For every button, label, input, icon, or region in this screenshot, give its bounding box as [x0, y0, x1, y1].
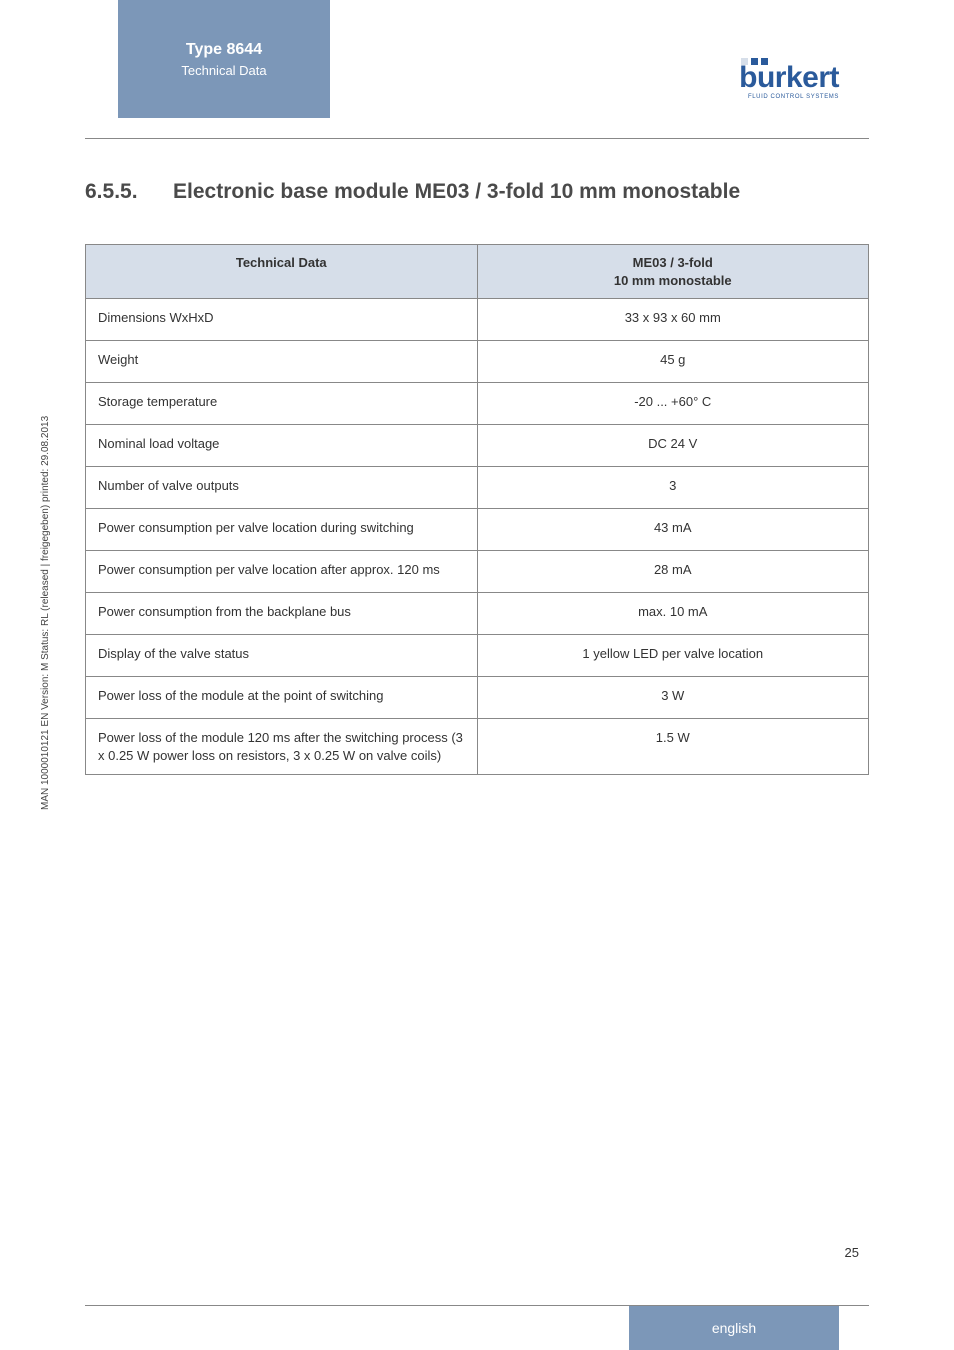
table-header-right-line2: 10 mm monostable [614, 273, 732, 288]
table-cell-label: Power loss of the module at the point of… [86, 677, 478, 719]
table-header-right-line1: ME03 / 3-fold [633, 255, 713, 270]
table-cell-label: Display of the valve status [86, 635, 478, 677]
table-row: Number of valve outputs3 [86, 467, 869, 509]
table-cell-label: Power loss of the module 120 ms after th… [86, 719, 478, 775]
sub-label: Technical Data [181, 63, 266, 78]
table-row: Weight45 g [86, 341, 869, 383]
side-print-info: MAN 1000010121 EN Version: M Status: RL … [40, 416, 51, 810]
table-body: Dimensions WxHxD33 x 93 x 60 mmWeight45 … [86, 299, 869, 775]
table-cell-value: 3 W [477, 677, 869, 719]
brand-name: burkert [739, 63, 839, 93]
table-cell-label: Power consumption from the backplane bus [86, 593, 478, 635]
table-cell-label: Weight [86, 341, 478, 383]
table-header-right: ME03 / 3-fold 10 mm monostable [477, 245, 869, 299]
table-row: Power loss of the module at the point of… [86, 677, 869, 719]
table-cell-value: max. 10 mA [477, 593, 869, 635]
table-row: Display of the valve status1 yellow LED … [86, 635, 869, 677]
footer-bar: english [0, 1306, 954, 1350]
table-cell-value: 43 mA [477, 509, 869, 551]
table-row: Storage temperature-20 ... +60° C [86, 383, 869, 425]
table-cell-value: 28 mA [477, 551, 869, 593]
table-cell-label: Power consumption per valve location aft… [86, 551, 478, 593]
table-header-left: Technical Data [86, 245, 478, 299]
table-cell-label: Storage temperature [86, 383, 478, 425]
section-number: 6.5.5. [85, 180, 173, 204]
header-divider [85, 138, 869, 139]
brand-logo: burkert FLUID CONTROL SYSTEMS [739, 58, 839, 100]
language-tab: english [629, 1306, 839, 1350]
table-cell-value: -20 ... +60° C [477, 383, 869, 425]
page-number: 25 [845, 1245, 859, 1260]
table-row: Dimensions WxHxD33 x 93 x 60 mm [86, 299, 869, 341]
title-tab: Type 8644 Technical Data [118, 0, 330, 118]
table-cell-value: 1.5 W [477, 719, 869, 775]
table-row: Power loss of the module 120 ms after th… [86, 719, 869, 775]
table-cell-value: DC 24 V [477, 425, 869, 467]
brand-tagline: FLUID CONTROL SYSTEMS [739, 94, 839, 100]
table-cell-label: Dimensions WxHxD [86, 299, 478, 341]
table-row: Power consumption per valve location aft… [86, 551, 869, 593]
table-row: Power consumption from the backplane bus… [86, 593, 869, 635]
main-content: 6.5.5.Electronic base module ME03 / 3-fo… [85, 180, 869, 775]
table-row: Nominal load voltageDC 24 V [86, 425, 869, 467]
section-heading: 6.5.5.Electronic base module ME03 / 3-fo… [85, 180, 869, 204]
technical-data-table: Technical Data ME03 / 3-fold 10 mm monos… [85, 244, 869, 775]
table-cell-value: 33 x 93 x 60 mm [477, 299, 869, 341]
table-row: Power consumption per valve location dur… [86, 509, 869, 551]
table-cell-value: 3 [477, 467, 869, 509]
table-cell-label: Power consumption per valve location dur… [86, 509, 478, 551]
header-bar: Type 8644 Technical Data burkert FLUID C… [0, 0, 954, 118]
table-cell-value: 1 yellow LED per valve location [477, 635, 869, 677]
section-title-text: Electronic base module ME03 / 3-fold 10 … [173, 180, 740, 203]
table-cell-label: Number of valve outputs [86, 467, 478, 509]
type-label: Type 8644 [186, 41, 262, 59]
table-cell-label: Nominal load voltage [86, 425, 478, 467]
table-cell-value: 45 g [477, 341, 869, 383]
